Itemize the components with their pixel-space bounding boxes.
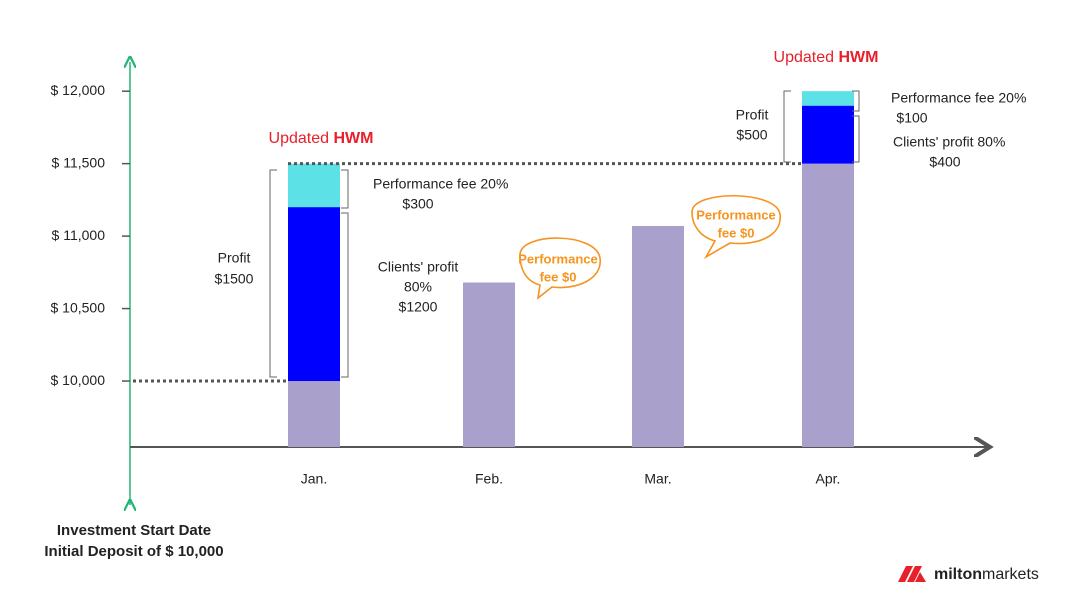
annotation: 80% xyxy=(404,279,432,295)
brand-bold: milton xyxy=(934,566,982,583)
bubble-text: fee $0 xyxy=(718,225,755,240)
y-tick-label: $ 11,500 xyxy=(52,154,106,170)
y-tick-label: $ 11,000 xyxy=(52,227,106,243)
hwm-text: Updated xyxy=(774,49,835,66)
bar-segment xyxy=(802,105,854,164)
bar-segment xyxy=(288,207,340,382)
bracket xyxy=(852,90,860,112)
bubble xyxy=(519,194,781,300)
annotation: Clients' profit 80% xyxy=(893,134,1005,150)
annotation: Profit xyxy=(736,107,769,123)
y-tick-label: $ 10,000 xyxy=(51,372,106,388)
annotation: $100 xyxy=(896,110,927,126)
y-tick-label: $ 10,500 xyxy=(51,299,106,315)
annotation: $300 xyxy=(402,196,433,212)
bracket xyxy=(269,169,277,378)
bar-segment xyxy=(288,163,340,208)
annotation: Performance fee 20% xyxy=(891,90,1026,106)
footnote: Investment Start Date xyxy=(57,522,211,539)
x-tick-label: Apr. xyxy=(816,471,841,487)
brand-light: markets xyxy=(982,566,1039,583)
x-tick-label: Mar. xyxy=(644,471,671,487)
bar-segment xyxy=(632,225,684,447)
hwm-text: Updated xyxy=(269,130,330,147)
annotation: $1500 xyxy=(215,271,254,287)
x-tick-label: Jan. xyxy=(301,471,327,487)
bubble-text: Performance xyxy=(696,207,775,222)
bar-segment xyxy=(288,381,340,447)
annotation: $400 xyxy=(929,154,960,170)
y-tick-label: $ 12,000 xyxy=(51,82,106,98)
hwm-label: Updated HWM xyxy=(269,130,374,147)
footnote: Initial Deposit of $ 10,000 xyxy=(44,543,223,560)
bubble-text: fee $0 xyxy=(540,269,577,284)
bar-segment xyxy=(463,282,515,447)
annotation: $1200 xyxy=(399,299,438,315)
bracket xyxy=(341,212,349,378)
hwm-label: Updated HWM xyxy=(774,49,879,66)
hwm-emphasis: HWM xyxy=(838,49,878,66)
x-tick-label: Feb. xyxy=(475,471,503,487)
bar-segment xyxy=(802,163,854,447)
annotation: $500 xyxy=(736,127,767,143)
bracket xyxy=(341,169,349,209)
bracket xyxy=(852,115,860,163)
annotation: Clients' profit xyxy=(378,259,459,275)
brand: miltonmarkets xyxy=(934,566,1039,583)
bar-segment xyxy=(802,91,854,106)
bubble-text: Performance xyxy=(518,251,597,266)
annotation: Performance fee 20% xyxy=(373,176,508,192)
hwm-emphasis: HWM xyxy=(333,130,373,147)
brand-logo xyxy=(898,566,926,582)
bracket xyxy=(783,90,791,163)
annotation: Profit xyxy=(218,250,251,266)
